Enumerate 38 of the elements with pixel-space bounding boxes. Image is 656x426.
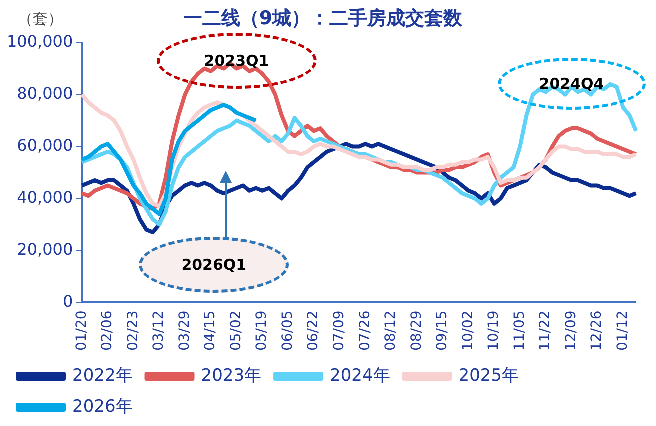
x-tick-label: 10/19 [486, 310, 502, 352]
annotation: 2023Q1 [203, 50, 270, 71]
y-tick-label: 60,000 [17, 136, 74, 155]
legend-label: 2023年 [201, 366, 262, 386]
x-tick-label: 01/12 [614, 310, 631, 352]
legend-label: 2024年 [330, 366, 390, 386]
y-tick-label: 80,000 [17, 84, 74, 103]
y-axis-title: （套） [18, 10, 63, 28]
x-tick-label: 11/05 [512, 310, 528, 352]
annotation: 2026Q1 [180, 254, 248, 275]
x-tick-label: 09/15 [434, 310, 451, 352]
annotation: 2024Q4 [538, 74, 606, 94]
x-tick-label: 07/09 [331, 310, 348, 352]
x-tick-label: 07/26 [357, 310, 374, 352]
x-tick-label: 02/06 [100, 310, 116, 352]
x-tick-label: 06/05 [280, 310, 296, 352]
x-tick-label: 05/19 [254, 310, 270, 352]
x-tick-label: 11/22 [538, 310, 554, 352]
x-tick-label: 10/02 [460, 310, 476, 352]
x-tick-label: 03/29 [176, 310, 193, 352]
x-tick-label: 01/20 [74, 310, 90, 352]
legend-label: 2022年 [72, 366, 133, 386]
legend-label: 2025年 [458, 366, 520, 386]
x-tick-label: 12/09 [563, 310, 580, 352]
x-tick-label: 06/22 [306, 310, 322, 352]
legend-label: 2026年 [72, 396, 133, 417]
x-tick-label: 02/23 [125, 310, 142, 352]
x-tick-label: 03/12 [151, 310, 168, 352]
x-tick-label: 04/15 [202, 310, 219, 352]
y-tick-label: 40,000 [17, 188, 74, 207]
chart-title: 一二线（9城）：二手房成交套数 [183, 7, 464, 30]
y-tick-label: 20,000 [17, 240, 74, 259]
x-tick-label: 12/26 [589, 310, 606, 352]
y-tick-label: 100,000 [6, 32, 74, 51]
y-tick-label: 0 [62, 292, 74, 311]
x-tick-label: 08/29 [408, 310, 425, 352]
x-tick-label: 08/12 [383, 310, 400, 352]
x-tick-label: 05/02 [228, 310, 244, 352]
